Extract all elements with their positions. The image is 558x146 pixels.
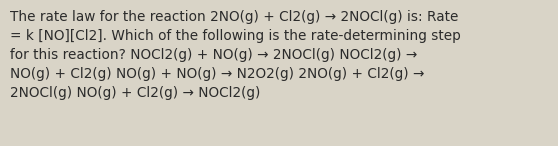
- Text: The rate law for the reaction 2NO(g) + Cl2(g) → 2NOCl(g) is: Rate
= k [NO][Cl2].: The rate law for the reaction 2NO(g) + C…: [10, 10, 461, 100]
